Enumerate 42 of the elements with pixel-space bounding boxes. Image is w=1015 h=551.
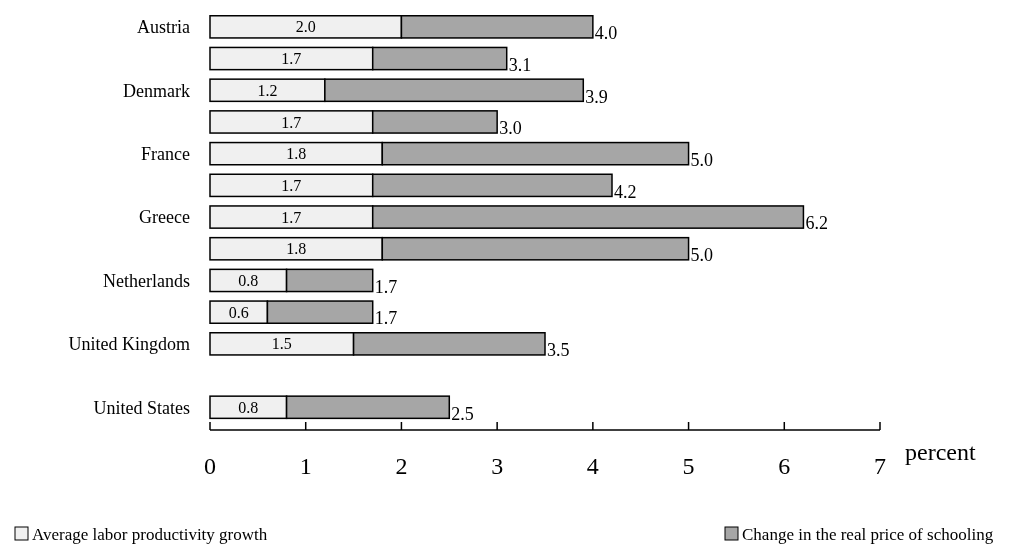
x-tick-label: 1 [299, 453, 312, 479]
total-label: 3.9 [585, 86, 608, 107]
data-label: 1.8 [286, 240, 307, 258]
x-tick-label: 5 [682, 453, 695, 479]
data-label: 0.6 [228, 303, 249, 321]
data-label: 1.5 [271, 335, 292, 353]
y-tick-label: Greece [139, 207, 191, 228]
y-tick-label: France [141, 143, 190, 164]
x-axis-title: percent [905, 439, 976, 465]
total-label: 3.1 [508, 54, 532, 75]
total-label: 1.7 [374, 308, 398, 329]
data-label: 1.8 [286, 145, 307, 163]
x-tick-label: 7 [874, 453, 886, 479]
total-label: 4.0 [594, 23, 618, 44]
data-label: 1.7 [281, 113, 302, 131]
data-label: 1.7 [281, 50, 302, 68]
data-label: 1.7 [281, 208, 302, 226]
total-label: 5.0 [690, 245, 714, 266]
total-label: 2.5 [451, 403, 474, 424]
legend-label: Change in the real price of schooling [742, 525, 994, 544]
y-tick-label: Austria [137, 17, 190, 38]
y-tick-label: United States [93, 397, 190, 418]
data-label: 1.7 [281, 176, 302, 194]
x-tick-label: 3 [491, 453, 504, 479]
data-label: 0.8 [238, 272, 259, 290]
total-label: 1.7 [374, 276, 398, 297]
y-tick-label: United Kingdom [68, 334, 190, 355]
x-tick-label: 4 [586, 453, 599, 479]
data-label: 2.0 [295, 18, 316, 36]
legend-label: Average labor productivity growth [32, 525, 268, 544]
y-tick-label: Denmark [123, 80, 190, 101]
total-label: 5.0 [690, 149, 714, 170]
total-label: 3.5 [547, 340, 570, 361]
total-label: 4.2 [614, 181, 637, 202]
data-label: 0.8 [238, 398, 259, 416]
total-label: 3.0 [499, 118, 522, 139]
total-label: 6.2 [805, 213, 828, 234]
y-tick-label: Netherlands [103, 270, 190, 291]
x-tick-label: 0 [204, 453, 216, 479]
x-tick-label: 2 [395, 453, 408, 479]
data-label: 1.2 [257, 81, 278, 99]
x-tick-label: 6 [778, 453, 791, 479]
